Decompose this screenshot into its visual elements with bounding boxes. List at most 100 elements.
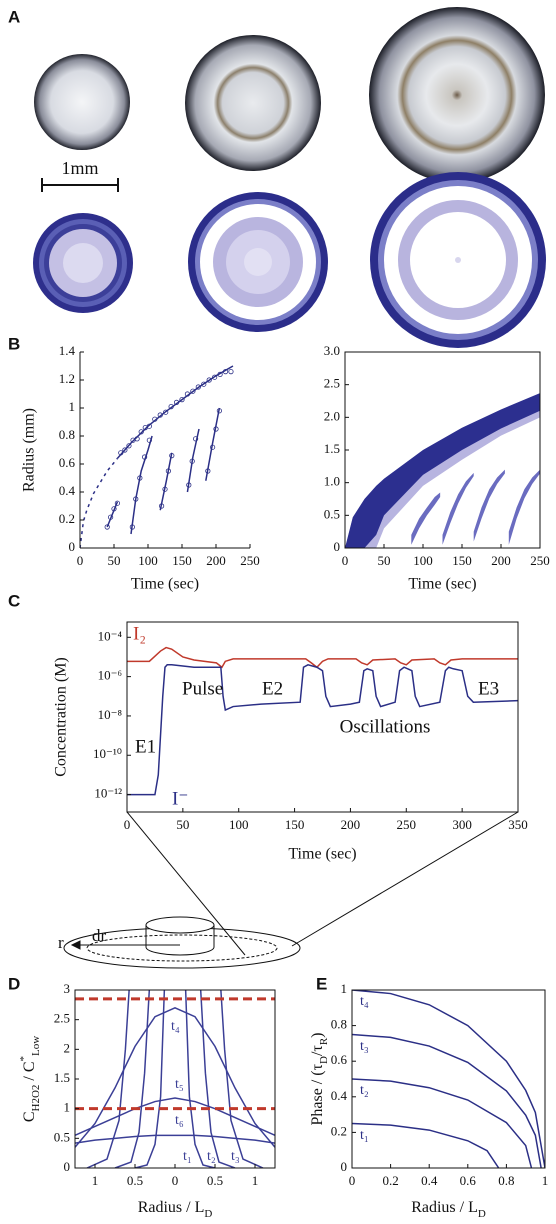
x-tick-label: 0: [172, 1173, 179, 1188]
plot-area: [352, 990, 545, 1168]
y-tick-label: 10⁻¹⁰: [93, 746, 122, 761]
x-tick-label: 0: [349, 1173, 356, 1188]
x-axis-title: Radius / LD: [411, 1199, 486, 1220]
area: [442, 472, 474, 545]
series-line: [75, 1006, 275, 1148]
annotation: E1: [135, 736, 156, 757]
series-line: [127, 663, 518, 796]
y-tick-label: 0: [64, 1159, 71, 1174]
x-tick-label: 350: [508, 817, 528, 832]
axis-title-part: ): [309, 1032, 326, 1037]
series-line: [352, 1033, 542, 1168]
axis-title-part: H2O2: [30, 1085, 42, 1112]
y-tick-label: 1.5: [324, 441, 340, 456]
data-point: [129, 524, 135, 530]
series-line: [127, 646, 518, 669]
data-point: [133, 496, 139, 502]
y-tick-label: 3: [64, 981, 71, 996]
data-point: [184, 391, 191, 397]
data-point: [169, 452, 175, 459]
axes-frame: [351, 989, 546, 1169]
data-point: [213, 426, 219, 432]
panel-label: E: [316, 974, 327, 993]
data-point: [179, 396, 185, 403]
x-tick-label: 200: [491, 553, 511, 568]
data-point: [163, 409, 169, 415]
series-label: I⁻: [172, 788, 188, 809]
x-axis-title: Time (sec): [408, 576, 476, 593]
data-point: [189, 458, 195, 464]
data-point: [228, 368, 234, 375]
y-tick-label: 10⁻⁸: [98, 707, 123, 722]
data-point: [108, 514, 114, 520]
y-axis-title: Phase / (τD/τR): [309, 1032, 330, 1125]
series-line: [352, 990, 545, 1168]
series-line: [205, 407, 221, 481]
y-tick-label: 0.5: [324, 506, 340, 521]
data-point: [217, 371, 223, 377]
data-point: [126, 443, 132, 449]
x-tick-label: 250: [240, 553, 260, 568]
data-point: [190, 388, 196, 394]
y-tick-label: 0.2: [59, 511, 75, 526]
axis-title-part: /τ: [309, 1045, 326, 1056]
data-point: [216, 408, 222, 414]
x-tick-label: 0.6: [460, 1173, 477, 1188]
y-tick-label: 10⁻¹²: [94, 786, 122, 801]
area: [411, 492, 441, 545]
x-tick-label: 200: [206, 553, 226, 568]
data-point: [152, 416, 158, 422]
annotation: E2: [262, 678, 283, 699]
data-point: [122, 447, 128, 453]
x-tick-label: 100: [413, 553, 433, 568]
x-tick-label: 0.8: [498, 1173, 514, 1188]
series-line: [134, 990, 216, 1168]
axis-title-part: Radius / L: [411, 1199, 478, 1216]
y-tick-label: 0.2: [331, 1123, 347, 1138]
data-point: [111, 506, 117, 512]
x-tick-label: 50: [378, 553, 391, 568]
data-point: [186, 482, 192, 488]
schematic-label: dr: [92, 926, 107, 945]
y-tick-label: 0: [69, 539, 76, 554]
series-label: t₁: [360, 1128, 369, 1143]
series-label: t₂: [207, 1149, 216, 1164]
axis-title-part: D: [318, 1056, 330, 1064]
series-line: [130, 435, 153, 535]
x-tick-label: 250: [530, 553, 550, 568]
axis-title-part: Low: [30, 1036, 42, 1056]
plot-area: [80, 365, 234, 548]
y-tick-label: 10⁻⁴: [98, 628, 123, 643]
plot-area: [127, 646, 518, 796]
data-point: [137, 475, 143, 481]
data-point: [165, 468, 171, 474]
y-tick-label: 0.6: [59, 455, 76, 470]
data-point: [173, 399, 180, 405]
data-point: [157, 412, 163, 418]
data-point: [118, 450, 124, 456]
x-tick-label: 0.5: [207, 1173, 223, 1188]
series-label: t₁: [183, 1149, 192, 1164]
series-label: t₃: [231, 1149, 240, 1164]
y-tick-label: 1: [69, 399, 76, 414]
panel-label: C: [8, 591, 20, 610]
simulated-dish: [33, 213, 133, 313]
axis-title-part: Radius / L: [138, 1199, 205, 1216]
y-tick-label: 2.0: [324, 408, 340, 423]
data-point: [138, 429, 144, 435]
area: [508, 469, 540, 545]
series-label: t₆: [175, 1113, 184, 1128]
annotation: Pulse: [182, 678, 223, 699]
plot-area: [345, 393, 540, 548]
x-tick-label: 200: [341, 817, 361, 832]
y-tick-label: 2.5: [54, 1011, 70, 1026]
x-tick-label: 1: [92, 1173, 99, 1188]
series-label: t₂: [360, 1083, 369, 1098]
y-tick-label: 2: [64, 1040, 71, 1055]
panel-label: B: [8, 334, 20, 353]
dish-photo: [369, 7, 545, 183]
y-tick-label: 2.5: [324, 376, 340, 391]
data-point: [206, 377, 212, 383]
x-tick-label: 50: [108, 553, 121, 568]
